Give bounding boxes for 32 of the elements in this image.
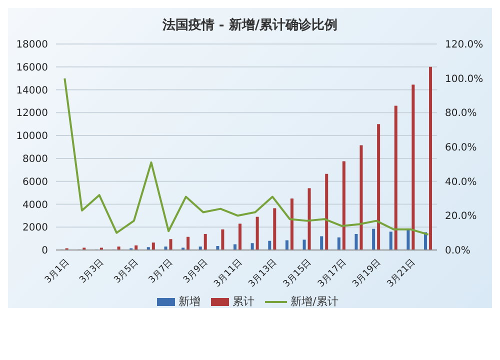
x-tick-label: 3月11日 [212,258,244,290]
x-tick-label: 3月17日 [316,258,348,290]
y2-tick-label: 0.0% [445,246,470,257]
x-tick-label: 3月15日 [282,258,314,290]
legend-label: 累计 [232,294,255,309]
y-tick-label: 4000 [22,200,48,211]
y-tick-label: 0 [42,246,48,257]
y-tick-label: 18000 [16,40,48,51]
y2-tick-label: 120.0% [445,40,484,51]
y2-tick-label: 80.0% [445,108,477,120]
y-tick-label: 16000 [16,62,48,74]
x-tick-label: 3月7日 [147,258,176,286]
x-tick-label: 3月21日 [386,258,418,290]
y-tick-label: 2000 [22,222,48,234]
x-tick-label: 3月5日 [112,258,141,286]
x-tick-label: 3月19日 [351,258,384,290]
y2-tick-label: 100.0% [445,74,484,85]
x-tick-label: 3月9日 [182,258,210,286]
y-tick-label: 12000 [16,108,48,120]
y-tick-label: 8000 [22,154,48,165]
y2-tick-label: 20.0% [445,211,477,222]
legend-label: 新增/累计 [290,294,338,309]
chart-title: 法国疫情 - 新增/累计确诊比例 [161,16,339,34]
y-tick-label: 10000 [16,131,48,142]
y2-tick-label: 40.0% [445,176,477,188]
legend-label: 新增 [178,294,201,309]
y-tick-label: 6000 [22,176,48,188]
x-tick-label: 3月13日 [247,258,280,290]
x-tick-label: 3月3日 [78,258,106,286]
y2-tick-label: 60.0% [445,142,477,154]
x-tick-label: 3月1日 [43,258,72,286]
y-tick-label: 14000 [16,85,48,96]
